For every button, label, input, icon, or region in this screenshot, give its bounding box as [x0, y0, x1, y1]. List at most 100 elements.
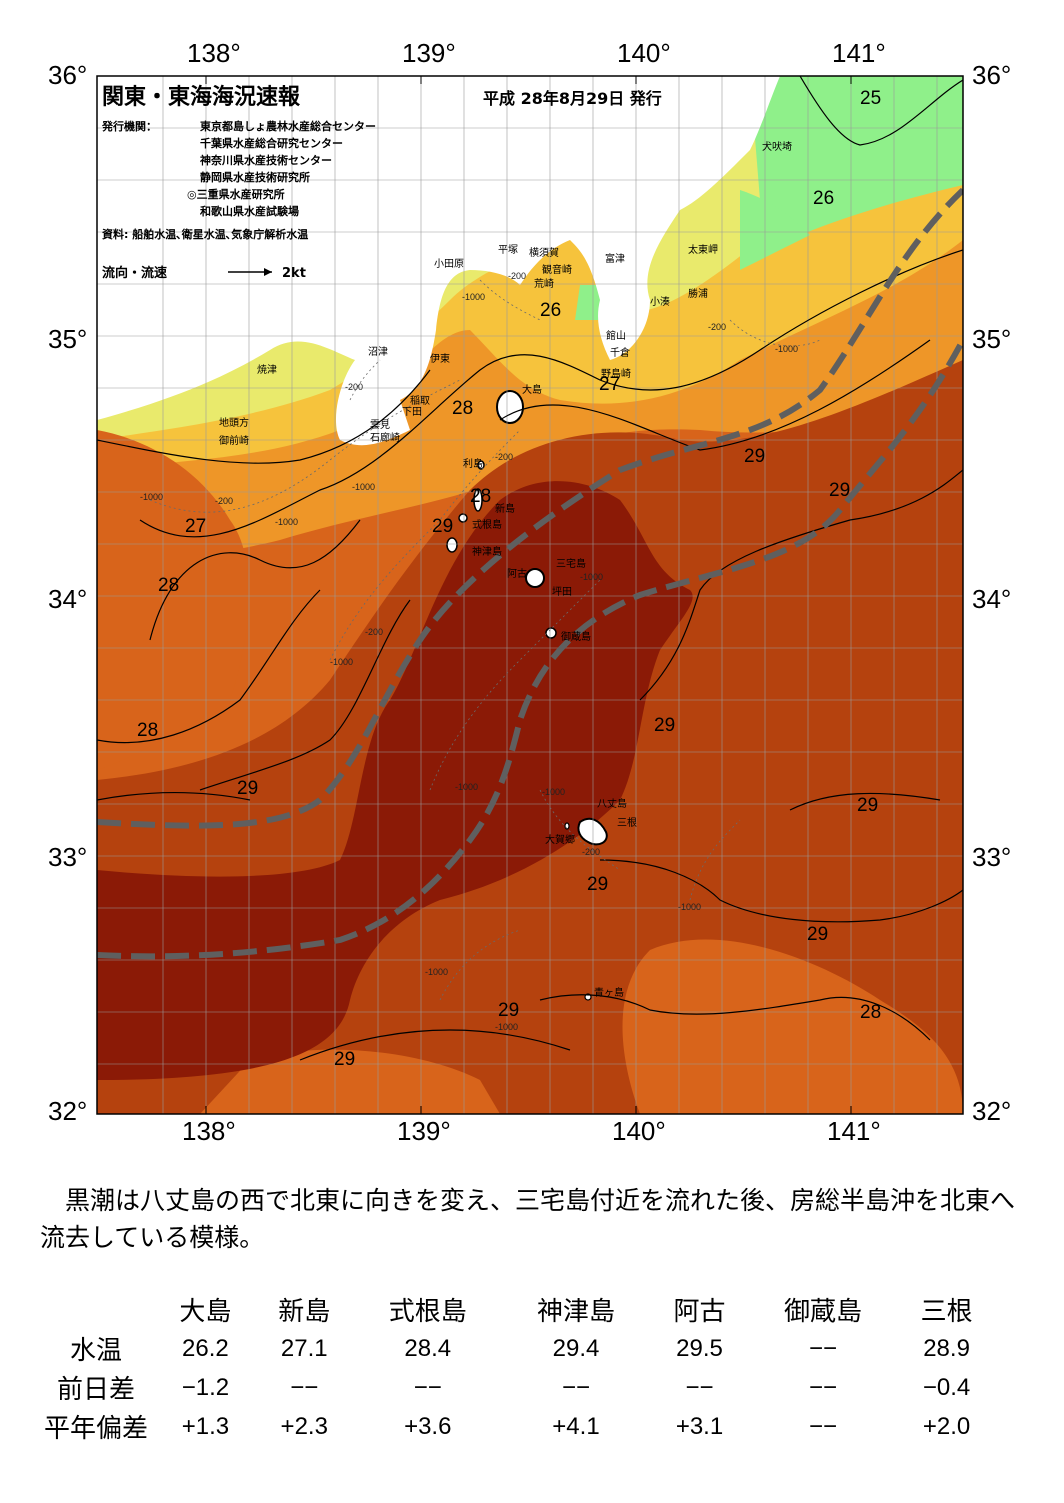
lon-label-140: 140°	[612, 1116, 666, 1146]
kozushima-island	[446, 537, 458, 553]
hachijojima-island	[577, 817, 608, 846]
column-header: 御蔵島	[784, 1297, 863, 1327]
table-cell: 28.4	[404, 1334, 452, 1362]
table-cell: −−	[290, 1373, 319, 1401]
place-mikurajima: 御蔵島	[561, 630, 591, 643]
isotherm-label: 29	[334, 1049, 355, 1070]
kuroshio-axis-north	[97, 187, 963, 829]
miyakejima-island	[525, 568, 545, 588]
sea-temperature-map: 138° 139° 140° 141° 138° 139° 140° 141° …	[48, 38, 1011, 1146]
isotherm-label: 29	[237, 778, 258, 799]
lon-label-141: 141°	[827, 1116, 881, 1146]
depth-label: -200	[582, 847, 600, 857]
current-legend: 流向・流速 2kt	[102, 265, 306, 281]
lat-label-33: 33°	[972, 842, 1011, 872]
niijima-island	[473, 488, 483, 512]
place-jitogata: 地頭方	[219, 416, 249, 429]
depth-label: -1000	[140, 492, 163, 502]
table-cell: 29.4	[552, 1334, 600, 1362]
lat-labels-right: 36° 35° 34° 33° 32°	[972, 60, 1011, 1126]
isotherm-label: 28	[137, 720, 158, 741]
lat-label-35: 35°	[48, 324, 87, 354]
toshima-island	[477, 460, 485, 470]
data-source: 資料: 船舶水温､衛星水温､気象庁解析水温	[102, 227, 308, 241]
isotherm-label: 26	[540, 300, 561, 321]
isotherm-lines	[97, 76, 963, 1061]
table-cell: +3.1	[675, 1412, 724, 1440]
lon-labels-top: 138° 139° 140° 141°	[187, 38, 886, 68]
place-chikura: 千倉	[610, 346, 630, 359]
place-yaizu: 焼津	[257, 364, 277, 376]
issuer-item: 静岡県水産技術研究所	[200, 170, 310, 184]
place-ito: 伊東	[430, 352, 450, 365]
isotherm-label: 26	[813, 188, 834, 209]
place-shimoda: 下田	[402, 407, 422, 418]
sst-field	[97, 76, 963, 1114]
isotherm-label: 29	[498, 1000, 519, 1021]
place-yokosuka: 横須賀	[529, 246, 559, 259]
place-odawara: 小田原	[434, 258, 464, 270]
issuer-label: 発行機関：	[101, 119, 157, 133]
place-hiratsuka: 平塚	[498, 244, 518, 256]
oshima-island	[496, 390, 524, 424]
lat-label-36: 36°	[972, 60, 1011, 90]
isotherm-label: 29	[807, 924, 828, 945]
column-header: 神津島	[536, 1297, 615, 1327]
lat-label-32: 32°	[972, 1096, 1011, 1126]
place-names: 犬吠埼 太東岬 勝浦 小湊 富津 横須賀 観音崎 荒崎 平塚 小田原 館山 千倉…	[219, 140, 792, 999]
isotherm-label: 29	[744, 446, 765, 467]
isotherm-label: 29	[587, 874, 608, 895]
place-futtsu: 富津	[605, 252, 625, 265]
lon-labels-bottom: 138° 139° 140° 141°	[182, 1116, 881, 1146]
issuer-item: 和歌山県水産試験場	[200, 204, 299, 218]
place-shikinejima: 式根島	[472, 518, 502, 531]
table-cell: −−	[413, 1373, 442, 1401]
column-header: 三根	[920, 1297, 973, 1327]
table-cell: −1.2	[181, 1373, 230, 1401]
depth-label: -1000	[580, 572, 603, 582]
depth-label: -1000	[678, 902, 701, 912]
row-label: 水温	[69, 1335, 122, 1365]
place-irozaki: 石廊崎	[370, 431, 400, 444]
depth-label: -200	[495, 452, 513, 462]
table-header-row: 大島 新島 式根島 神津島 阿古 御蔵島 三根	[36, 1290, 996, 1329]
place-inatori: 稲取	[410, 395, 430, 407]
place-mitsune: 三根	[617, 816, 637, 829]
place-hachijojima: 八丈島	[597, 797, 627, 810]
depth-label: -200	[345, 382, 363, 392]
table-cell: 28.9	[923, 1334, 970, 1362]
corner-cell	[36, 1290, 156, 1329]
table-cell: 29.5	[676, 1334, 723, 1362]
place-tsubota: 坪田	[552, 585, 572, 598]
lat-label-35: 35°	[972, 324, 1011, 354]
table-cell: −0.4	[922, 1373, 971, 1401]
place-miyakejima: 三宅島	[556, 557, 586, 570]
place-kominato: 小湊	[650, 295, 670, 308]
lon-label-140: 140°	[617, 38, 671, 68]
table-cell: 26.2	[182, 1334, 229, 1362]
lat-labels-left: 36° 35° 34° 33° 32°	[48, 60, 87, 1126]
map-title: 関東・東海海況速報	[102, 84, 301, 110]
place-omaezaki: 御前崎	[219, 434, 249, 447]
issuer-item: ◎三重県水産研究所	[187, 187, 285, 201]
issue-date: 平成 28年8月29日 発行	[483, 89, 662, 108]
isotherm-label: 29	[654, 715, 675, 736]
isotherm-label: 27	[599, 374, 620, 395]
place-toshima: 利島	[463, 457, 483, 470]
place-arasaki: 荒崎	[534, 277, 554, 290]
table-row: 水温 26.2 27.1 28.4 29.4 29.5 −− 28.9	[36, 1329, 996, 1368]
place-ako: 阿古	[507, 567, 527, 580]
table-cell: +1.3	[181, 1412, 230, 1440]
table-cell: +4.1	[552, 1412, 600, 1440]
isotherm-label: 29	[432, 516, 453, 537]
shikinejima-island	[458, 513, 468, 523]
place-aogashima: 青ヶ島	[594, 986, 624, 999]
row-label: 平年偏差	[43, 1413, 148, 1443]
frame-ticks	[205, 76, 852, 1114]
table-cell: −−	[809, 1373, 838, 1401]
issuer-block: 発行機関： 東京都島しょ農林水産総合センター 千葉県水産総合研究センター 神奈川…	[101, 119, 376, 241]
place-kannonzaki: 観音崎	[542, 263, 572, 276]
arrowhead-icon	[264, 268, 272, 276]
isotherm-label: 29	[829, 480, 850, 501]
column-header: 式根島	[388, 1297, 467, 1327]
